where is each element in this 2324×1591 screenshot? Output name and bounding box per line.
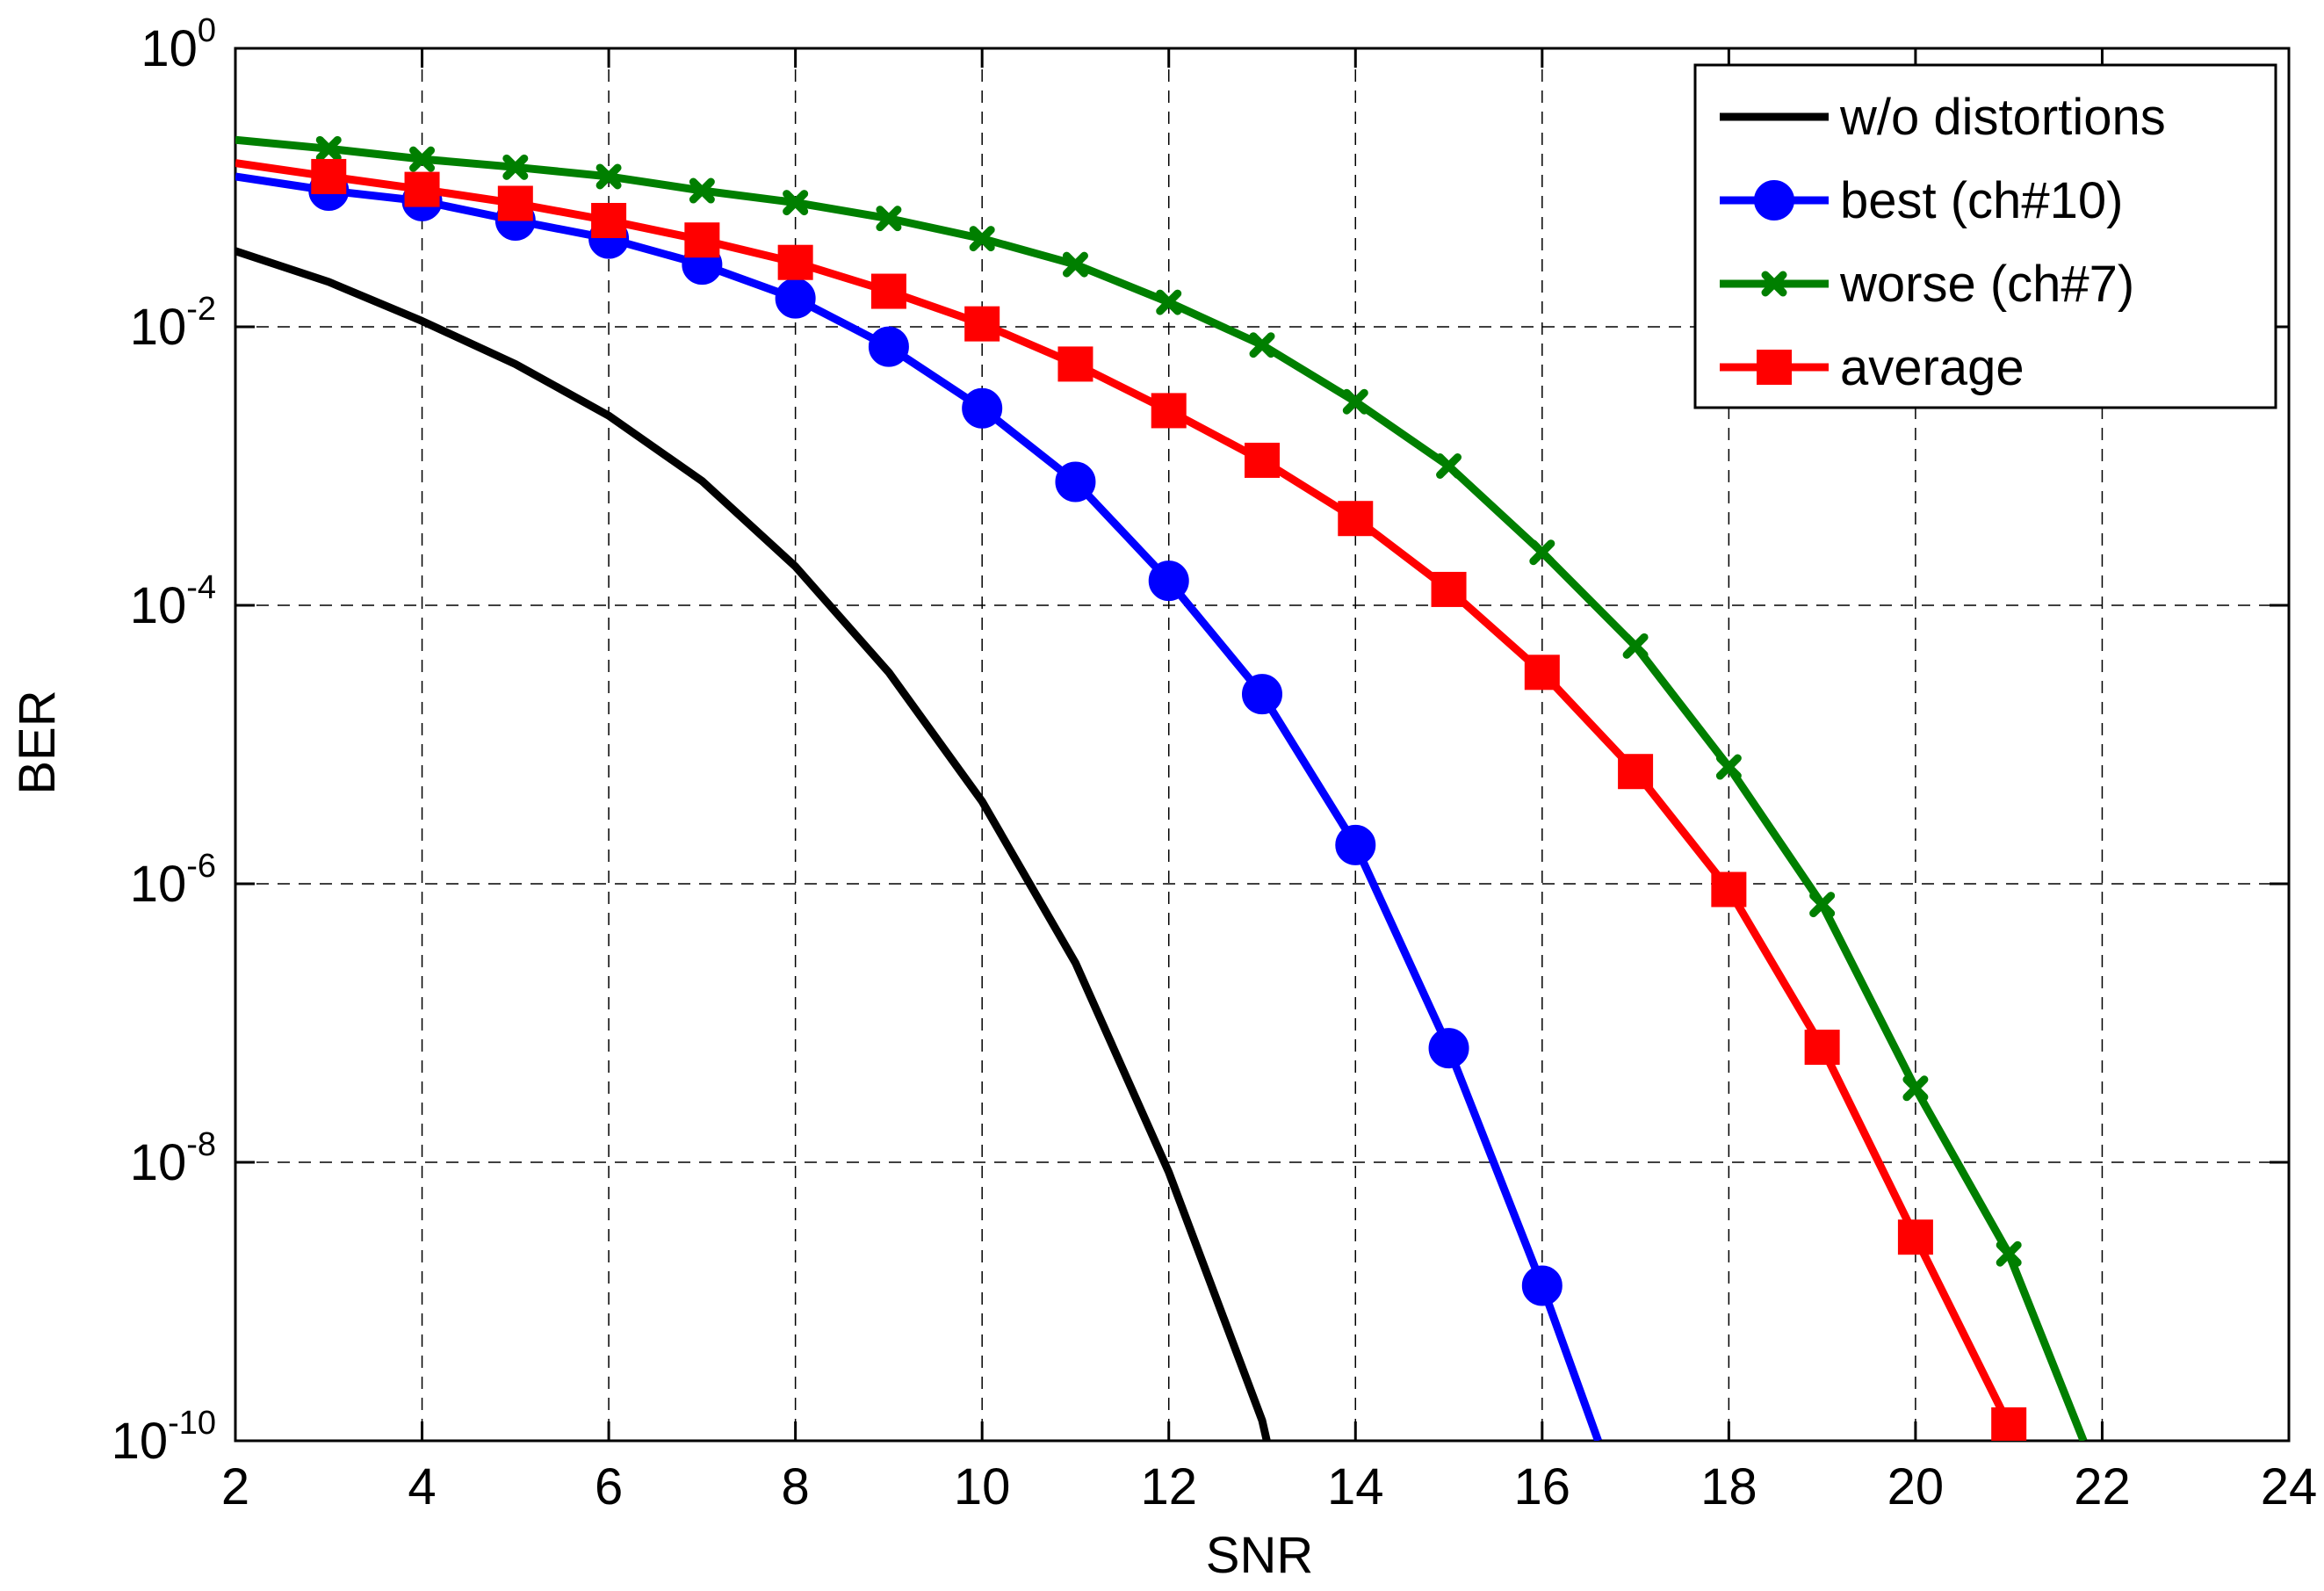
- x-tick-label: 4: [408, 1458, 436, 1515]
- x-tick-label: 6: [595, 1458, 623, 1515]
- x-tick-label: 20: [1887, 1458, 1945, 1515]
- data-point-circle: [868, 326, 909, 367]
- data-point-circle: [1335, 824, 1376, 865]
- data-point-square: [1991, 1407, 2027, 1441]
- data-point-circle: [775, 278, 816, 319]
- y-tick-label: 10-8: [130, 1126, 216, 1191]
- x-tick-label: 18: [1700, 1458, 1757, 1515]
- y-tick-label: 10-2: [130, 291, 216, 356]
- data-point-square: [1151, 393, 1187, 429]
- data-point-x: [689, 177, 715, 204]
- data-point-circle: [1055, 461, 1096, 503]
- series-0: [235, 247, 1271, 1441]
- y-axis-label: BER: [9, 690, 66, 794]
- data-point-square: [964, 306, 1000, 342]
- x-tick-label: 24: [2261, 1458, 2318, 1515]
- data-point-square: [1524, 654, 1560, 691]
- data-point-square: [777, 244, 813, 280]
- data-point-square: [1245, 442, 1280, 478]
- data-point-square: [1057, 346, 1093, 382]
- data-point-x: [502, 154, 529, 180]
- legend-label: w/o distortions: [1839, 89, 2166, 146]
- data-point-square: [684, 222, 720, 258]
- legend-label: best (ch#10): [1840, 172, 2123, 229]
- x-tick-label: 10: [954, 1458, 1011, 1515]
- data-point-x: [1902, 1075, 1929, 1102]
- x-tick-labels: 2 4 6 8 10 12 14 16 18 20 22 24: [221, 1458, 2317, 1515]
- data-point-square: [1711, 871, 1747, 908]
- legend-entry: worse (ch#7): [1720, 256, 2134, 313]
- data-point-circle: [962, 387, 1003, 429]
- y-tick-labels: 100 10-2 10-4 10-6 10-8 10-10: [112, 12, 216, 1470]
- data-point-x: [1809, 892, 1836, 918]
- data-point-square: [404, 171, 440, 207]
- x-tick-label: 22: [2074, 1458, 2131, 1515]
- legend-entry: best (ch#10): [1720, 172, 2123, 229]
- legend-label: worse (ch#7): [1839, 256, 2134, 313]
- plot-frame: [234, 47, 2291, 1443]
- data-point-x: [1529, 539, 1555, 566]
- data-point-x: [1715, 754, 1742, 780]
- data-point-circle: [1428, 1028, 1469, 1069]
- x-tick-label: 12: [1140, 1458, 1197, 1515]
- legend-entry: average: [1720, 339, 2024, 396]
- data-point-square: [497, 185, 533, 221]
- x-axis-label: SNR: [1206, 1527, 1313, 1584]
- data-point-x: [876, 206, 902, 232]
- data-point-x: [1436, 453, 1462, 479]
- legend: w/o distortions best (ch#10) worse (ch#7) a…: [1693, 63, 2277, 409]
- data-point-x: [1342, 388, 1368, 415]
- data-point-circle: [1242, 674, 1282, 715]
- data-point-x: [1622, 633, 1649, 659]
- data-point-circle: [1148, 560, 1189, 602]
- data-point-x: [1996, 1240, 2022, 1267]
- data-point-square: [1757, 350, 1792, 385]
- x-tick-label: 16: [1514, 1458, 1571, 1515]
- data-point-x: [969, 226, 995, 252]
- series: [235, 135, 2088, 1441]
- series-line: [235, 247, 1271, 1441]
- data-point-square: [1804, 1030, 1840, 1066]
- legend-entry: w/o distortions: [1720, 89, 2166, 146]
- data-point-square: [1431, 571, 1467, 607]
- data-point-x: [1156, 289, 1182, 315]
- series-line: [235, 172, 1602, 1441]
- data-point-square: [311, 158, 347, 194]
- data-point-square: [591, 202, 627, 238]
- y-tick-label: 10-4: [130, 569, 216, 634]
- series-3: [235, 158, 2027, 1441]
- data-point-circle: [1521, 1265, 1563, 1306]
- x-tick-label: 2: [221, 1458, 249, 1515]
- y-tick-label: 10-6: [130, 848, 216, 913]
- legend-box: [1693, 63, 2277, 409]
- x-tick-label: 8: [782, 1458, 810, 1515]
- series-2: [235, 135, 2088, 1441]
- y-tick-label: 100: [141, 12, 216, 77]
- y-tick-label: 10-10: [112, 1405, 216, 1470]
- legend-label: average: [1840, 339, 2024, 396]
- data-point-x: [315, 135, 342, 162]
- data-point-x: [783, 190, 809, 216]
- x-tick-label: 14: [1327, 1458, 1384, 1515]
- data-point-x: [1249, 332, 1275, 358]
- data-point-circle: [1754, 180, 1794, 221]
- data-point-x: [409, 146, 436, 172]
- data-point-x: [1062, 251, 1088, 278]
- data-point-square: [1897, 1219, 1933, 1255]
- data-point-square: [870, 273, 906, 309]
- data-point-square: [1338, 501, 1374, 537]
- data-point-square: [1618, 754, 1654, 790]
- data-point-x: [1761, 271, 1787, 297]
- data-point-x: [595, 163, 622, 190]
